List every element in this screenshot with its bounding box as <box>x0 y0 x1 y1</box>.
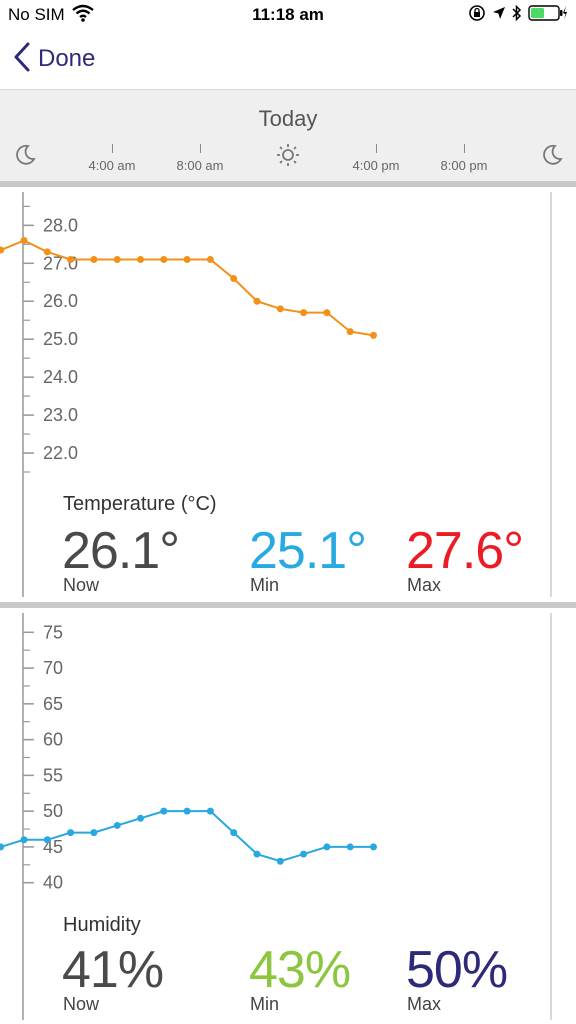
temperature-chart: 28.027.026.025.024.023.022.0 <box>0 192 552 597</box>
data-point <box>20 237 28 245</box>
data-point <box>276 857 284 865</box>
timeline-title: Today <box>258 106 318 131</box>
data-point <box>206 256 214 264</box>
timeline-label-8am: 8:00 am <box>176 158 224 173</box>
bluetooth-icon <box>512 4 522 27</box>
timeline-tick <box>464 144 465 153</box>
carrier-label: No SIM <box>8 5 65 24</box>
data-point <box>370 331 377 339</box>
data-point <box>323 843 331 851</box>
rotation-lock-icon <box>468 4 486 27</box>
temperature-max-value: 27.6° <box>406 522 524 580</box>
temperature-now-value: 26.1° <box>62 522 180 580</box>
temperature-max-label: Max <box>407 575 442 595</box>
data-point <box>183 256 191 264</box>
humidity-now-label: Now <box>63 994 100 1014</box>
day-timeline[interactable]: Today 4:00 am 8:00 am 4:00 pm 8:00 pm <box>0 89 576 182</box>
axis-tick-label: 75 <box>43 622 63 642</box>
section-divider <box>0 602 576 608</box>
timeline-label-8pm: 8:00 pm <box>440 158 488 173</box>
data-point <box>67 829 75 837</box>
axis-tick-label: 60 <box>43 730 63 750</box>
timeline-label-4pm: 4:00 pm <box>352 158 400 173</box>
timeline-tick <box>112 144 113 153</box>
data-point <box>300 309 308 317</box>
axis-tick-label: 23.0 <box>43 405 78 425</box>
series-line <box>0 239 374 337</box>
data-point <box>323 309 331 317</box>
temperature-min-label: Min <box>250 575 280 595</box>
temperature-now-label: Now <box>63 575 100 595</box>
data-point <box>43 836 51 844</box>
data-point <box>160 807 168 815</box>
done-button[interactable]: Done <box>14 42 95 76</box>
data-point <box>113 821 121 829</box>
data-point <box>137 256 144 264</box>
battery-icon <box>528 4 568 27</box>
timeline-label-4am: 4:00 am <box>88 158 136 173</box>
data-point <box>137 814 144 822</box>
done-label: Done <box>38 45 96 72</box>
wifi-icon <box>72 3 94 28</box>
data-point <box>67 256 75 264</box>
humidity-now-value: 41% <box>62 941 164 999</box>
temperature-min-value: 25.1° <box>249 522 367 580</box>
data-point <box>206 807 214 815</box>
data-point <box>183 807 191 815</box>
data-point <box>90 829 98 837</box>
axis-tick-label: 65 <box>43 694 63 714</box>
axis-tick-label: 55 <box>43 765 63 785</box>
sun-icon <box>276 143 300 172</box>
data-point <box>0 843 5 851</box>
humidity-min-value: 43% <box>249 941 351 999</box>
data-point <box>43 248 51 256</box>
temperature-panel: 28.0 27.0 26.0 25.0 24.0 23.0 22.0 Temperature… <box>0 187 576 602</box>
axis-tick-label: 28.0 <box>43 215 78 235</box>
data-point <box>230 829 238 837</box>
axis-tick-label: 22.0 <box>43 443 78 463</box>
timeline-tick <box>376 144 377 153</box>
section-divider <box>0 181 576 187</box>
temperature-title: Temperature (°C) <box>63 493 217 515</box>
timeline-tick <box>200 144 201 153</box>
clock-time: 11:18 am <box>252 5 324 24</box>
axis-tick-label: 70 <box>43 658 63 678</box>
humidity-title: Humidity <box>63 914 141 936</box>
data-point <box>253 297 261 305</box>
data-point <box>276 305 284 313</box>
axis-tick-label: 24.0 <box>43 367 78 387</box>
data-point <box>160 256 168 264</box>
data-point <box>90 256 98 264</box>
moon-icon <box>541 144 563 171</box>
navigation-bar: Done <box>0 30 576 88</box>
data-point <box>113 256 121 264</box>
data-point <box>0 246 5 254</box>
chevron-left-icon <box>14 42 30 77</box>
data-point <box>20 836 28 844</box>
axis-tick-label: 25.0 <box>43 329 78 349</box>
location-arrow-icon <box>492 6 506 25</box>
axis-tick-label: 26.0 <box>43 291 78 311</box>
data-point <box>230 274 238 282</box>
data-point <box>253 850 261 858</box>
data-point <box>300 850 308 858</box>
status-icons <box>468 4 568 26</box>
data-point <box>346 328 354 336</box>
axis-tick-label: 50 <box>43 801 63 821</box>
status-bar: No SIM 11:18 am <box>0 0 576 30</box>
humidity-max-value: 50% <box>406 941 508 999</box>
data-point <box>370 843 377 851</box>
humidity-panel: 75 70 65 60 55 50 45 40 Humidity 41% 43% 50% No… <box>0 608 576 1024</box>
humidity-min-label: Min <box>250 994 280 1014</box>
data-point <box>346 843 354 851</box>
axis-tick-label: 40 <box>43 873 63 893</box>
moon-icon <box>14 144 36 171</box>
humidity-max-label: Max <box>407 994 442 1014</box>
